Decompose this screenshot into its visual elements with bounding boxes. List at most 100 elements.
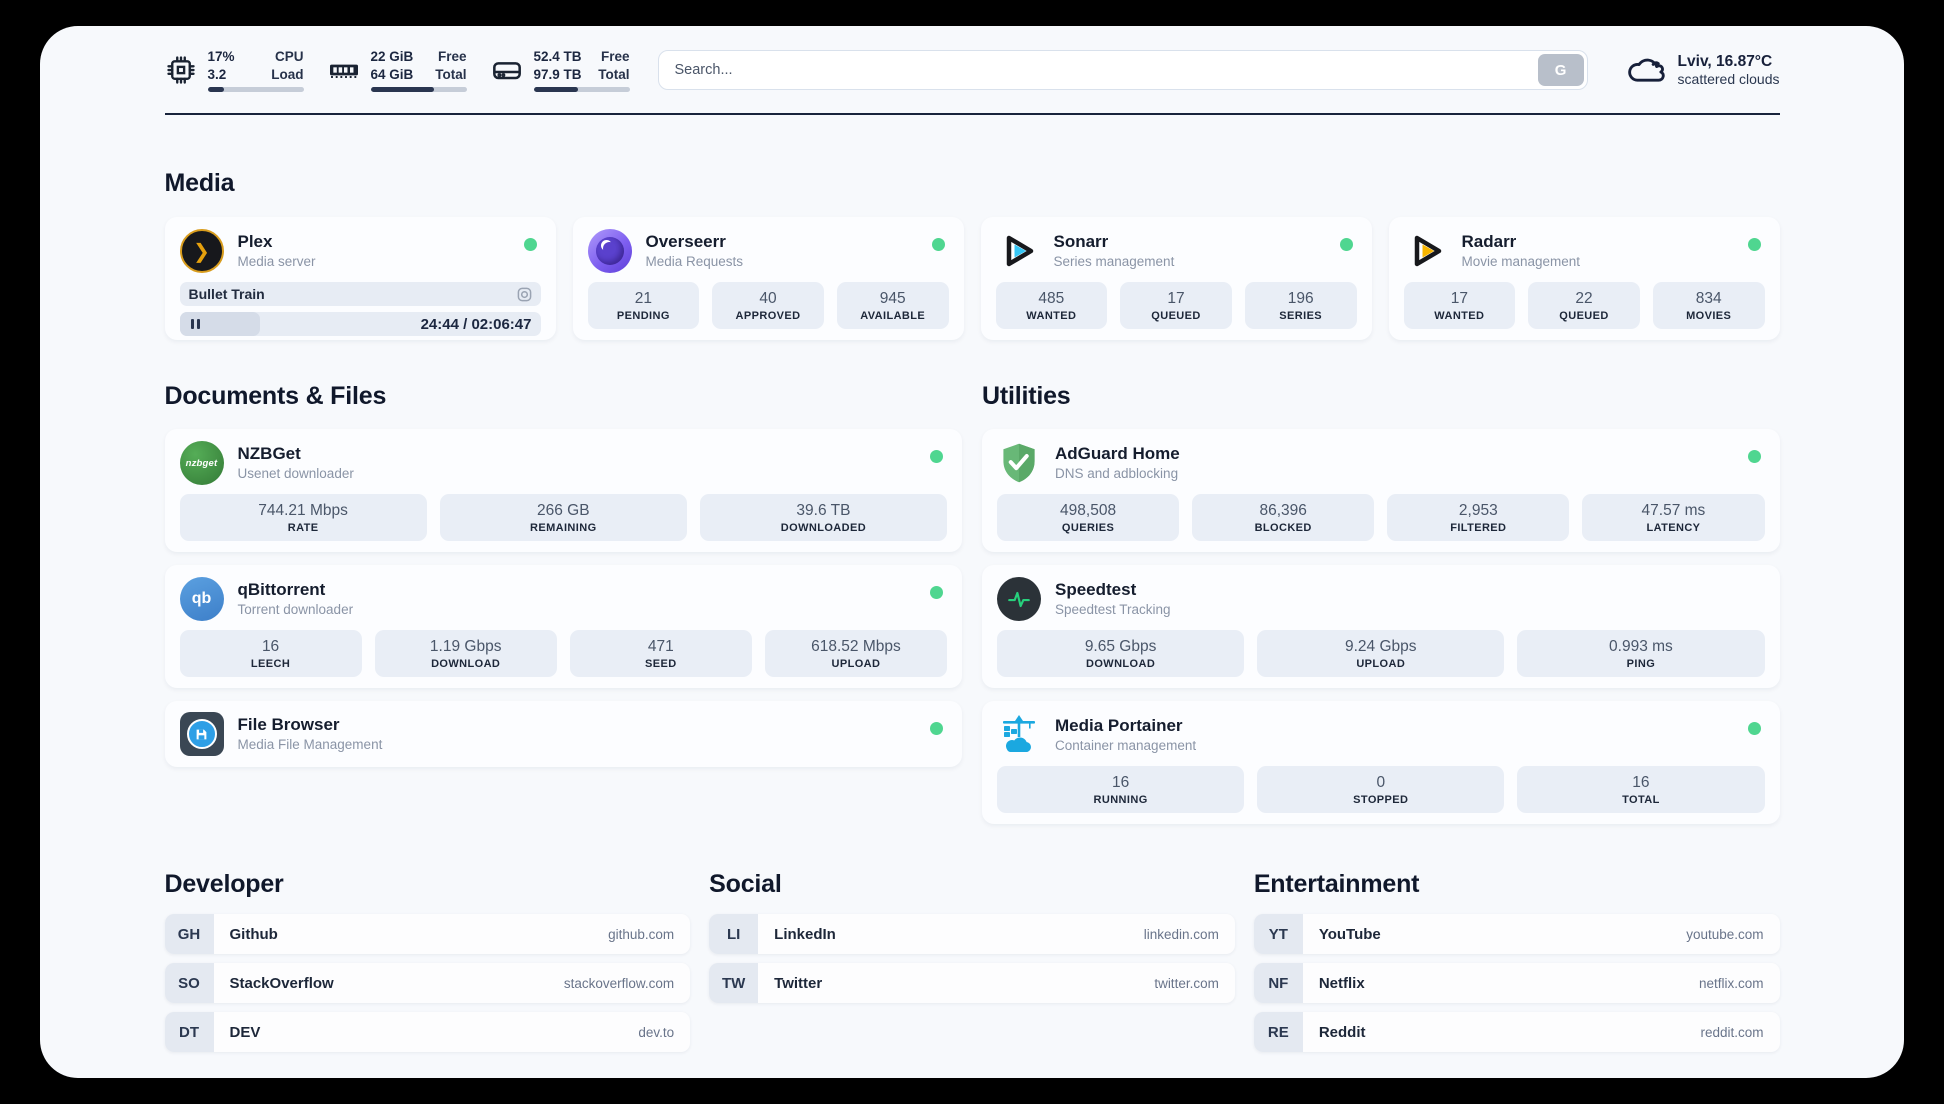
- stat-rate: 744.21 Mbps RATE: [179, 494, 427, 541]
- sonarr-card[interactable]: Sonarr Series management 485 WANTED 17 QUE…: [980, 217, 1372, 340]
- stat-stopped: 0 STOPPED: [1257, 766, 1505, 813]
- app-name: Speedtest: [1055, 579, 1137, 599]
- bookmark-github[interactable]: GH Github github.com: [164, 914, 691, 954]
- stat-running: 16 RUNNING: [997, 766, 1245, 813]
- plex-status-dot: [523, 238, 537, 251]
- overseerr-status-dot: [931, 238, 945, 251]
- app-name: AdGuard Home: [1055, 443, 1180, 463]
- stat-queries: 498,508 QUERIES: [997, 494, 1180, 541]
- bookmark-name: Netflix: [1318, 974, 1365, 992]
- filebrowser-card[interactable]: File Browser Media File Management: [164, 701, 962, 767]
- cpu-label-2: Load: [271, 66, 304, 82]
- app-subtitle: Usenet downloader: [237, 466, 354, 482]
- bookmark-dev[interactable]: DT DEV dev.to: [164, 1012, 691, 1052]
- app-name: Plex: [237, 231, 273, 251]
- app-subtitle: DNS and adblocking: [1055, 466, 1179, 482]
- adguard-card[interactable]: AdGuard Home DNS and adblocking 498,508 Q…: [982, 429, 1780, 552]
- cpu-progress-track: [207, 87, 304, 93]
- developer-column: Developer GH Github github.com SO StackO…: [164, 870, 691, 1052]
- app-name: qBittorrent: [237, 579, 326, 599]
- section-title-documents: Documents & Files: [164, 382, 387, 410]
- app-name: Media Portainer: [1055, 715, 1183, 735]
- radarr-card[interactable]: Radarr Movie management 17 WANTED 22 QUEUE…: [1388, 217, 1780, 340]
- search-input[interactable]: [657, 50, 1588, 90]
- storage-free-value: 52.4 TB: [533, 48, 582, 64]
- dashboard-panel: 17% CPU 3.2 Load 22 GiB Free 64 GiB To: [40, 26, 1904, 1078]
- memory-label-2: Total: [435, 66, 467, 82]
- social-column: Social LI LinkedIn linkedin.com TW Twitt…: [709, 870, 1235, 1052]
- stat-wanted: 17 WANTED: [1403, 282, 1516, 329]
- plex-now-playing-row[interactable]: Bullet Train: [179, 282, 541, 306]
- stat-download: 1.19 Gbps DOWNLOAD: [374, 630, 557, 677]
- portainer-card[interactable]: Media Portainer Container management 16 R…: [982, 701, 1780, 824]
- storage-widget: 52.4 TB Free 97.9 TB Total: [491, 48, 630, 93]
- app-name: Overseerr: [645, 231, 726, 251]
- stat-remaining: 266 GB REMAINING: [439, 494, 687, 541]
- overseerr-card[interactable]: Overseerr Media Requests 21 PENDING 40 APP…: [572, 217, 964, 340]
- bookmark-youtube[interactable]: YT YouTube youtube.com: [1253, 914, 1780, 954]
- section-title-developer: Developer: [164, 870, 284, 898]
- stat-latency: 47.57 ms LATENCY: [1582, 494, 1765, 541]
- pause-button[interactable]: [179, 312, 260, 336]
- plex-progress-row: 24:44 / 02:06:47: [179, 312, 541, 336]
- memory-widget: 22 GiB Free 64 GiB Total: [328, 48, 467, 93]
- bookmark-linkedin[interactable]: LI LinkedIn linkedin.com: [709, 914, 1235, 954]
- stat-queued: 17 QUEUED: [1120, 282, 1232, 329]
- stat-blocked: 86,396 BLOCKED: [1192, 494, 1375, 541]
- app-subtitle: Container management: [1055, 738, 1197, 754]
- bookmark-name: StackOverflow: [229, 974, 334, 992]
- bookmark-name: Github: [229, 925, 278, 943]
- qbittorrent-card[interactable]: qb qBittorrent Torrent downloader 16 LEEC…: [164, 565, 962, 688]
- ram-icon: [328, 54, 360, 86]
- bookmark-netflix[interactable]: NF Netflix netflix.com: [1253, 963, 1780, 1003]
- app-subtitle: Torrent downloader: [237, 602, 354, 618]
- search-engine-button[interactable]: G: [1537, 54, 1584, 86]
- entertainment-column: Entertainment YT YouTube youtube.com NF …: [1253, 870, 1780, 1052]
- media-session-icon: [517, 287, 532, 302]
- bookmark-url: github.com: [608, 926, 675, 942]
- bookmark-name: DEV: [229, 1023, 261, 1041]
- cpu-progress-fill: [207, 87, 224, 93]
- bookmark-abbr: DT: [164, 1012, 214, 1052]
- bookmark-twitter[interactable]: TW Twitter twitter.com: [709, 963, 1235, 1003]
- stat-available: 945 AVAILABLE: [836, 282, 949, 329]
- stat-ping: 0.993 ms PING: [1517, 630, 1765, 677]
- cpu-label-1: CPU: [274, 48, 304, 64]
- qbittorrent-status-dot: [930, 586, 943, 599]
- bookmark-name: LinkedIn: [774, 925, 836, 943]
- bookmark-abbr: RE: [1253, 1012, 1303, 1052]
- stat-upload: 9.24 Gbps UPLOAD: [1257, 630, 1505, 677]
- disk-icon: [491, 54, 523, 86]
- app-subtitle: Speedtest Tracking: [1055, 602, 1171, 618]
- bookmark-name: Twitter: [774, 974, 823, 992]
- portainer-status-dot: [1747, 722, 1761, 735]
- utilities-column: Utilities AdGuard: [982, 382, 1780, 824]
- memory-label-1: Free: [437, 48, 467, 64]
- bookmark-stackoverflow[interactable]: SO StackOverflow stackoverflow.com: [164, 963, 691, 1003]
- memory-progress-track: [370, 87, 467, 93]
- plex-card[interactable]: ❯ Plex Media server Bullet Train 24:: [164, 217, 556, 340]
- bookmark-reddit[interactable]: RE Reddit reddit.com: [1253, 1012, 1780, 1052]
- section-title-media: Media: [164, 169, 235, 197]
- app-name: Radarr: [1461, 231, 1517, 251]
- app-subtitle: Media File Management: [237, 737, 383, 753]
- adguard-icon: [997, 441, 1041, 485]
- header-divider: [164, 113, 1780, 115]
- stat-download: 9.65 Gbps DOWNLOAD: [997, 630, 1245, 677]
- cloud-icon: [1626, 51, 1666, 90]
- nzbget-card[interactable]: nzbget NZBGet Usenet downloader 744.21 M…: [164, 429, 962, 552]
- bookmark-name: Reddit: [1318, 1023, 1366, 1041]
- memory-free-value: 22 GiB: [370, 48, 414, 64]
- stat-wanted: 485 WANTED: [995, 282, 1108, 329]
- bookmark-abbr: NF: [1253, 963, 1303, 1003]
- storage-progress-fill: [533, 87, 578, 93]
- weather-widget[interactable]: Lviv, 16.87°C scattered clouds: [1626, 51, 1780, 90]
- speedtest-card[interactable]: Speedtest Speedtest Tracking 9.65 Gbps DO…: [982, 565, 1780, 688]
- plex-now-playing-title: Bullet Train: [188, 286, 265, 302]
- storage-total-value: 97.9 TB: [533, 66, 582, 82]
- bookmark-abbr: GH: [164, 914, 214, 954]
- search-box: G: [657, 50, 1588, 90]
- cpu-icon: [165, 54, 197, 86]
- cpu-temp-value: 3.2: [207, 66, 227, 82]
- pause-icon: [190, 319, 194, 329]
